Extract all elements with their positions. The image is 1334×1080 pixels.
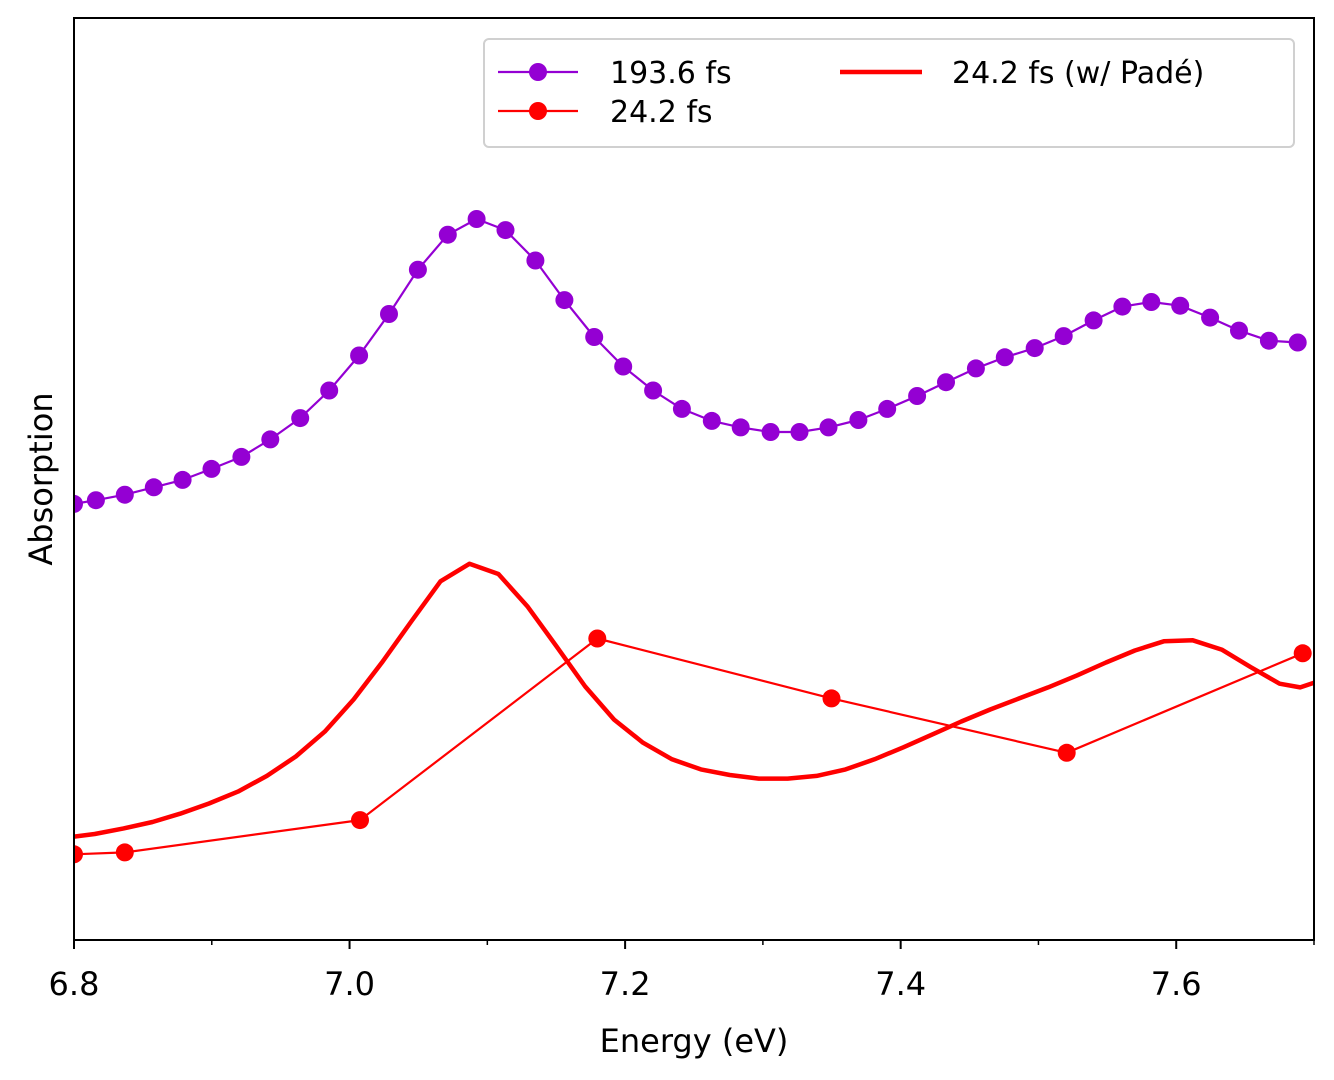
data-point-193-6-fs [1230, 321, 1248, 340]
data-point-193-6-fs [261, 430, 280, 449]
data-point-193-6-fs [291, 409, 310, 428]
data-point-193-6-fs [1259, 331, 1278, 350]
y-axis-label: Absorption [22, 392, 60, 565]
data-point-193-6-fs [1201, 308, 1220, 327]
data-point-193-6-fs [555, 291, 574, 310]
data-point-24-2-fs [1057, 743, 1076, 762]
data-point-24-2-fs [351, 811, 369, 830]
legend-marker-193-6fs [529, 63, 547, 81]
data-point-193-6-fs [202, 459, 221, 478]
data-point-193-6-fs [115, 485, 134, 504]
data-point-193-6-fs [614, 357, 633, 376]
data-point-193-6-fs [790, 423, 809, 441]
data-point-193-6-fs [731, 418, 750, 437]
series-24-2-fs [74, 629, 1312, 864]
data-point-193-6-fs [1025, 339, 1044, 358]
data-point-193-6-fs [467, 210, 486, 228]
data-point-193-6-fs [350, 346, 369, 365]
x-tick-label: 7.6 [1151, 965, 1202, 1003]
data-point-193-6-fs [232, 447, 251, 466]
data-point-193-6-fs [1288, 333, 1307, 352]
x-tick-label: 7.0 [324, 965, 375, 1003]
data-point-193-6-fs [761, 423, 780, 441]
data-point-193-6-fs [966, 359, 985, 378]
data-point-24-2-fs [1293, 644, 1312, 663]
legend-box [483, 38, 1295, 148]
data-point-24-2-fs [115, 843, 134, 862]
x-tick-label: 7.2 [600, 965, 651, 1003]
data-point-193-6-fs [849, 411, 868, 429]
data-point-193-6-fs [320, 381, 339, 400]
legend-label-24-2fs: 24.2 fs [610, 95, 713, 130]
data-point-24-2-fs [74, 845, 83, 864]
data-point-193-6-fs [1113, 297, 1132, 316]
data-point-193-6-fs [672, 399, 691, 418]
data-point-193-6-fs [908, 387, 927, 405]
data-point-193-6-fs [496, 221, 515, 240]
data-point-193-6-fs [878, 399, 897, 418]
data-point-193-6-fs [1054, 327, 1073, 346]
data-point-193-6-fs [74, 494, 83, 513]
data-point-193-6-fs [408, 260, 427, 279]
data-point-193-6-fs [937, 373, 955, 392]
data-point-193-6-fs [438, 225, 457, 244]
data-point-193-6-fs [380, 305, 398, 323]
series-193-6-fs [74, 210, 1307, 513]
legend-entry-193-6fs: 193.6 fs [498, 56, 732, 91]
x-tick-label: 6.8 [49, 965, 100, 1003]
series-24-2-fs-w-pad [74, 561, 1314, 839]
legend-entry-24-2fs-pade: 24.2 fs (w/ Padé) [840, 56, 1204, 91]
x-axis: 6.8 7.0 7.2 7.4 7.6 [49, 940, 1315, 1003]
series-layer [74, 210, 1314, 864]
legend-label-24-2fs-pade: 24.2 fs (w/ Padé) [952, 56, 1204, 91]
legend-label-193-6fs: 193.6 fs [610, 56, 732, 91]
data-point-193-6-fs [173, 470, 192, 489]
legend-marker-24-2fs [529, 102, 547, 120]
data-point-193-6-fs [644, 381, 663, 400]
legend-entry-24-2fs: 24.2 fs [498, 95, 713, 130]
data-point-193-6-fs [819, 418, 838, 437]
series-line-24-2-fs-w-pad [74, 561, 1314, 839]
data-point-193-6-fs [86, 491, 105, 510]
data-point-193-6-fs [1171, 296, 1190, 315]
data-point-193-6-fs [702, 411, 721, 430]
data-point-193-6-fs [144, 478, 163, 497]
legend: 193.6 fs 24.2 fs 24.2 fs (w/ Padé) [483, 38, 1295, 148]
data-point-193-6-fs [585, 328, 604, 346]
data-point-193-6-fs [526, 251, 545, 270]
plot-frame [73, 17, 1315, 941]
x-axis-label: Energy (eV) [600, 1022, 789, 1060]
data-point-193-6-fs [1142, 293, 1161, 311]
data-point-24-2-fs [588, 629, 607, 648]
data-point-193-6-fs [995, 348, 1014, 367]
x-tick-label: 7.4 [875, 965, 926, 1003]
data-point-24-2-fs [822, 689, 841, 708]
data-point-193-6-fs [1084, 311, 1103, 330]
